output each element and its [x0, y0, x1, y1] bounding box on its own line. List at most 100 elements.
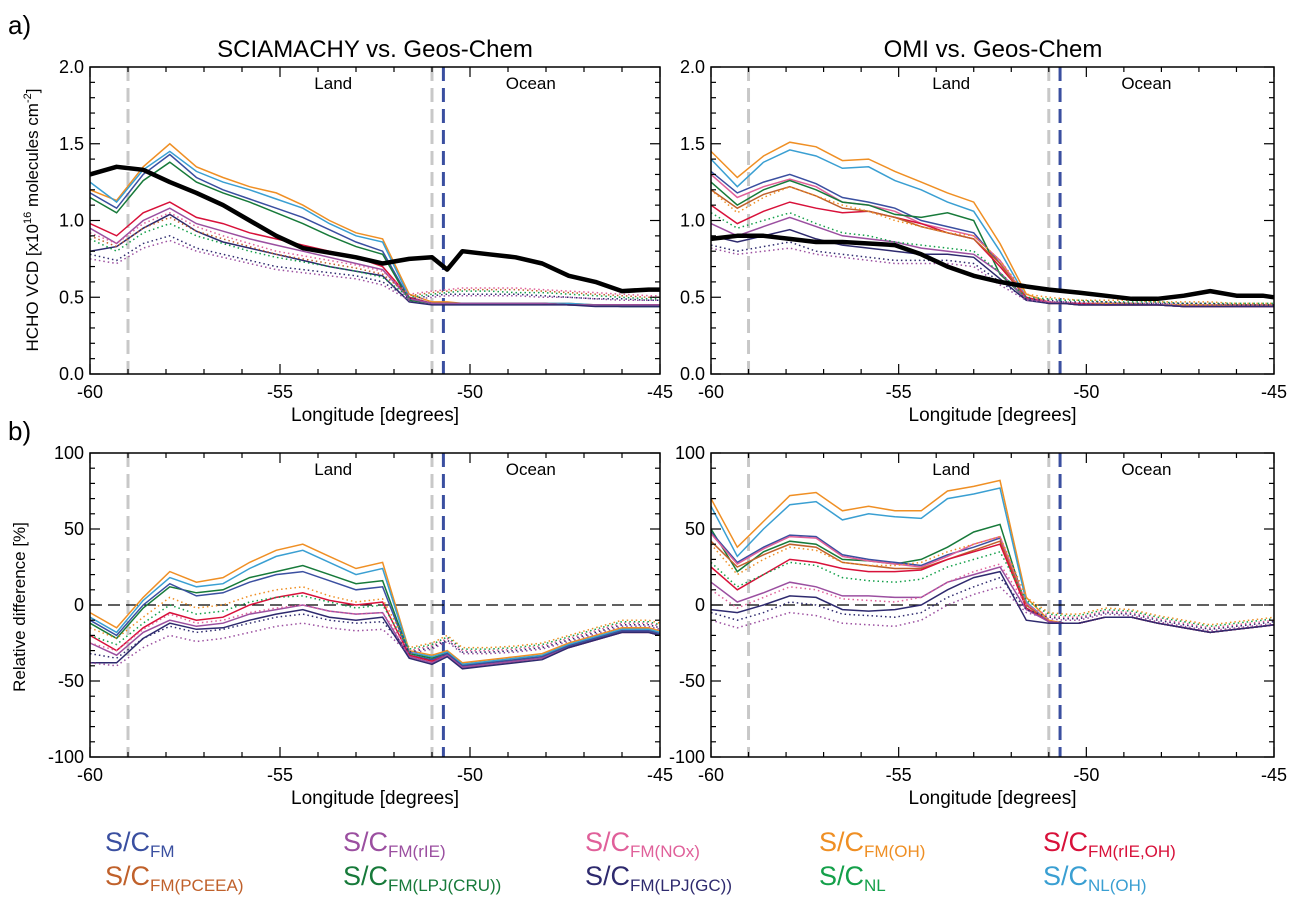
chart-title-omi: OMI vs. Geos-Chem [884, 36, 1103, 63]
y-tick-label: 0.5 [59, 287, 84, 307]
y-tick-label: -100 [669, 747, 705, 767]
x-tick-label: -55 [267, 382, 293, 402]
chart-title-sciamachy: SCIAMACHY vs. Geos-Chem [217, 36, 533, 63]
x-axis-label: Longitude [degrees] [291, 405, 459, 426]
legend-item-fm-lpj-cru: S/CFM(LPJ(CRU)) [343, 861, 501, 895]
legend-label-main: S/C [105, 827, 151, 857]
legend-label-main: S/C [343, 827, 389, 857]
series-line-fm-rie-solid [89, 207, 660, 306]
chart-panel-sciamachy-reldiff: -60 -55 -50 -45 -100 -50 0 50 100 Longitude [degr… [48, 443, 673, 809]
y-axis-label-text: molecules cm [23, 103, 42, 212]
series-line-fm-pceea-dotted [89, 216, 660, 299]
observation-line [710, 233, 1275, 302]
series-line-fm-oh-solid [710, 141, 1274, 306]
series-line-fm-nox-dotted [89, 211, 660, 297]
legend-label-main: S/C [585, 861, 631, 891]
panel-label-a: a) [8, 10, 31, 40]
annotation-land: Land [314, 460, 352, 479]
y-tick-label: 0 [74, 595, 84, 615]
legend-item-nl-oh: S/CNL(OH) [1043, 861, 1147, 895]
series-line-fm-rie-oh-solid [89, 592, 661, 669]
series-line-fm-rie-dotted [710, 585, 1275, 632]
figure-svg: a) b) SCIAMACHY vs. Geos-Chem OMI vs. Ge… [8, 10, 1287, 809]
legend-label-main: S/C [105, 861, 151, 891]
y-tick-label: 0.5 [680, 287, 705, 307]
legend-label-subscript: FM(LPJ(GC)) [630, 876, 732, 895]
series-line-fm-rie-dotted [89, 239, 660, 302]
legend: S/CFM S/CFM(rIE) S/CFM(NOx) S/CFM(OH) S/CFM(… [0, 825, 1291, 907]
x-tick-label: -55 [886, 765, 912, 785]
legend-label-subscript: NL(OH) [1088, 876, 1147, 895]
legend-label-subscript: FM(NOx) [630, 842, 700, 861]
legend-label-subscript: NL [864, 876, 886, 895]
series-line-nl-dotted [710, 212, 1274, 305]
y-tick-label: 50 [685, 519, 705, 539]
legend-label-subscript: FM [150, 842, 175, 861]
legend-label-main: S/C [1043, 861, 1089, 891]
series-line-fm-lpj-cru-solid [89, 564, 661, 667]
legend-label-main: S/C [585, 827, 631, 857]
x-tick-label: -45 [647, 382, 673, 402]
legend-label-subscript: FM(LPJ(CRU)) [388, 876, 502, 895]
legend-item-fm-nox: S/CFM(NOx) [585, 827, 700, 861]
series-line-fm-oh-dotted [710, 535, 1275, 626]
series-line-nl-oh-solid [89, 150, 660, 306]
y-tick-label: -50 [58, 671, 84, 691]
legend-label-main: S/C [1043, 827, 1089, 857]
annotation-ocean: Ocean [506, 74, 556, 93]
panel-label-b: b) [8, 416, 31, 446]
series-line-fm-pceea-solid [710, 540, 1275, 634]
legend-label-subscript: FM(rIE,OH) [1088, 842, 1176, 861]
x-axis-label: Longitude [degrees] [909, 405, 1077, 426]
series-line-fm-lpj-gc-dotted [89, 613, 661, 659]
series-line-fm-oh-solid [710, 479, 1275, 634]
y-axis-label-top: HCHO VCD [x1016 molecules cm-2] [22, 89, 42, 352]
observation-line [89, 164, 660, 294]
legend-label-main: S/C [819, 827, 865, 857]
series-line-fm-solid [89, 570, 661, 667]
series-line-fm-oh-solid [89, 543, 661, 664]
series-line-fm-nox-dotted [89, 604, 661, 652]
legend-item-fm-rie-oh: S/CFM(rIE,OH) [1043, 827, 1176, 861]
y-tick-label: 1.0 [680, 211, 705, 231]
chart-panel-omi-reldiff: -60 -55 -50 -45 -100 -50 0 50 100 Longitude [degr… [669, 443, 1287, 809]
y-tick-label: 100 [54, 443, 84, 463]
y-tick-label: 100 [675, 443, 705, 463]
series-line-fm-oh-dotted [710, 185, 1274, 305]
y-tick-label: 2.0 [680, 57, 705, 77]
series-line-nl-oh-solid [89, 549, 661, 666]
legend-item-fm: S/CFM [105, 827, 175, 861]
x-tick-label: -50 [1073, 765, 1099, 785]
plot-frame [710, 66, 1275, 375]
legend-label-main: S/C [343, 861, 389, 891]
x-tick-label: -60 [77, 382, 103, 402]
series-line-fm-oh-dotted [89, 586, 661, 649]
x-tick-label: -60 [698, 382, 724, 402]
y-axis-label-bottom: Relative difference [%] [10, 522, 29, 692]
annotation-ocean: Ocean [1121, 74, 1171, 93]
legend-label-main: S/C [819, 861, 865, 891]
y-tick-label: 0.0 [59, 364, 84, 384]
y-tick-label: 2.0 [59, 57, 84, 77]
x-tick-label: -45 [647, 765, 673, 785]
plot-frame [89, 452, 661, 758]
legend-label-subscript: FM(OH) [864, 842, 926, 861]
annotation-ocean: Ocean [1121, 460, 1171, 479]
series-line-fm-lpj-gc-dotted [710, 576, 1275, 631]
legend-item-fm-oh: S/CFM(OH) [819, 827, 925, 861]
y-axis-label-superscript: -2 [22, 93, 34, 103]
annotation-land: Land [932, 74, 970, 93]
annotation-land: Land [314, 74, 352, 93]
x-axis-label: Longitude [degrees] [909, 788, 1077, 809]
series-line-fm-lpj-gc-dotted [710, 241, 1274, 306]
legend-item-fm-lpj-gc: S/CFM(LPJ(GC)) [585, 861, 732, 895]
series-line-fm-pceea-solid [710, 185, 1274, 308]
series-line-fm-lpj-gc-solid [89, 213, 660, 308]
series-line-fm-lpj-gc-solid [710, 228, 1274, 308]
y-axis-label-superscript: 16 [22, 212, 34, 224]
series-line-fm-lpj-gc-solid [90, 608, 661, 670]
y-axis-label-text: ] [23, 89, 42, 94]
x-tick-label: -55 [267, 765, 293, 785]
x-axis-label: Longitude [degrees] [291, 788, 459, 809]
y-axis-label-text: HCHO VCD [x10 [23, 224, 42, 352]
